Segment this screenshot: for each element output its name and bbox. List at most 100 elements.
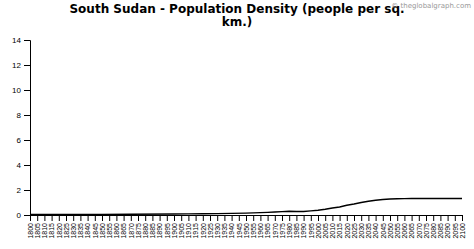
x-tick-label: 1970 [272, 223, 279, 239]
x-tick-label: 2075 [423, 223, 430, 239]
x-tick: 1855 [106, 215, 113, 239]
x-tick-mark [152, 215, 153, 221]
y-tick-mark [24, 190, 30, 191]
x-tick-mark [311, 215, 312, 221]
x-tick-label: 1965 [264, 223, 271, 239]
x-tick-label: 2090 [444, 223, 451, 239]
x-tick-mark [462, 215, 463, 221]
x-tick: 1895 [164, 215, 171, 239]
x-tick: 1930 [214, 215, 221, 239]
y-tick-label: 8 [17, 111, 22, 120]
y-tick: 0 [17, 211, 30, 220]
x-tick: 2070 [416, 215, 423, 239]
x-axis: 1800180518101815182018251830183518401845… [27, 215, 466, 239]
x-tick-label: 2040 [372, 223, 379, 239]
y-tick: 8 [17, 111, 30, 120]
x-tick: 1985 [293, 215, 300, 239]
x-tick-label: 1845 [92, 223, 99, 239]
x-tick-mark [325, 215, 326, 221]
x-tick-mark [318, 215, 319, 221]
x-tick: 2065 [408, 215, 415, 239]
x-tick-mark [433, 215, 434, 221]
x-tick: 2075 [423, 215, 430, 239]
y-tick-mark [24, 165, 30, 166]
x-tick-mark [52, 215, 53, 221]
x-tick: 1885 [149, 215, 156, 239]
x-tick-mark [390, 215, 391, 221]
x-tick-mark [361, 215, 362, 221]
x-tick-mark [224, 215, 225, 221]
x-tick-mark [210, 215, 211, 221]
x-axis-line [31, 216, 463, 222]
x-tick-label: 1800 [27, 223, 34, 239]
x-tick-label: 1875 [135, 223, 142, 239]
x-tick-label: 2005 [322, 223, 329, 239]
x-tick-mark [340, 215, 341, 221]
y-tick-mark [24, 40, 30, 41]
x-tick-mark [124, 215, 125, 221]
title: South Sudan - Population Density (people… [69, 2, 404, 29]
x-tick-label: 1990 [300, 223, 307, 239]
x-tick: 1940 [228, 215, 235, 239]
x-tick: 1805 [34, 215, 41, 239]
x-tick-mark [383, 215, 384, 221]
x-tick-label: 1940 [228, 223, 235, 239]
x-tick: 1875 [135, 215, 142, 239]
x-tick-mark [368, 215, 369, 221]
x-tick-mark [217, 215, 218, 221]
x-tick-label: 2035 [365, 223, 372, 239]
x-tick: 1835 [77, 215, 84, 239]
y-tick-label: 6 [17, 136, 22, 145]
x-tick: 2005 [322, 215, 329, 239]
y-tick: 12 [12, 61, 30, 70]
chart: South Sudan - Population Density (people… [0, 0, 474, 249]
x-tick: 1915 [192, 215, 199, 239]
x-tick: 1820 [56, 215, 63, 239]
x-tick: 2050 [387, 215, 394, 239]
x-tick: 1850 [99, 215, 106, 239]
x-tick: 1950 [243, 215, 250, 239]
x-tick-label: 1810 [41, 223, 48, 239]
x-tick-label: 1815 [48, 223, 55, 239]
x-tick-mark [282, 215, 283, 221]
y-tick: 4 [17, 161, 30, 170]
x-tick-mark [181, 215, 182, 221]
x-tick: 1905 [178, 215, 185, 239]
x-tick: 1990 [300, 215, 307, 239]
x-tick: 1935 [221, 215, 228, 239]
x-tick-mark [289, 215, 290, 221]
y-tick-mark [24, 90, 30, 91]
x-tick-mark [260, 215, 261, 221]
x-tick-label: 2060 [401, 223, 408, 239]
x-tick: 2025 [351, 215, 358, 239]
title-line: km.) [222, 15, 253, 29]
x-tick: 1995 [308, 215, 315, 239]
x-tick-label: 1830 [70, 223, 77, 239]
y-tick-label: 0 [17, 211, 22, 220]
x-tick: 2040 [372, 215, 379, 239]
x-tick-label: 1885 [149, 223, 156, 239]
x-tick: 2055 [394, 215, 401, 239]
x-tick: 2080 [430, 215, 437, 239]
x-tick: 1900 [171, 215, 178, 239]
x-tick-mark [88, 215, 89, 221]
x-tick-label: 2050 [387, 223, 394, 239]
x-tick-label: 1985 [293, 223, 300, 239]
x-tick-label: 1915 [192, 223, 199, 239]
y-tick-mark [24, 215, 30, 216]
x-tick: 1925 [207, 215, 214, 239]
x-tick-mark [404, 215, 405, 221]
x-tick: 2045 [380, 215, 387, 239]
x-tick-mark [332, 215, 333, 221]
x-tick-mark [160, 215, 161, 221]
x-tick-label: 1890 [156, 223, 163, 239]
x-tick-mark [426, 215, 427, 221]
x-tick-label: 2095 [452, 223, 459, 239]
x-tick: 1860 [113, 215, 120, 239]
y-tick: 10 [12, 86, 30, 95]
x-tick-label: 1850 [99, 223, 106, 239]
x-tick-label: 1860 [113, 223, 120, 239]
x-tick-mark [347, 215, 348, 221]
plot: 1800180518101815182018251830183518401845… [12, 36, 466, 239]
x-tick: 2010 [329, 215, 336, 239]
